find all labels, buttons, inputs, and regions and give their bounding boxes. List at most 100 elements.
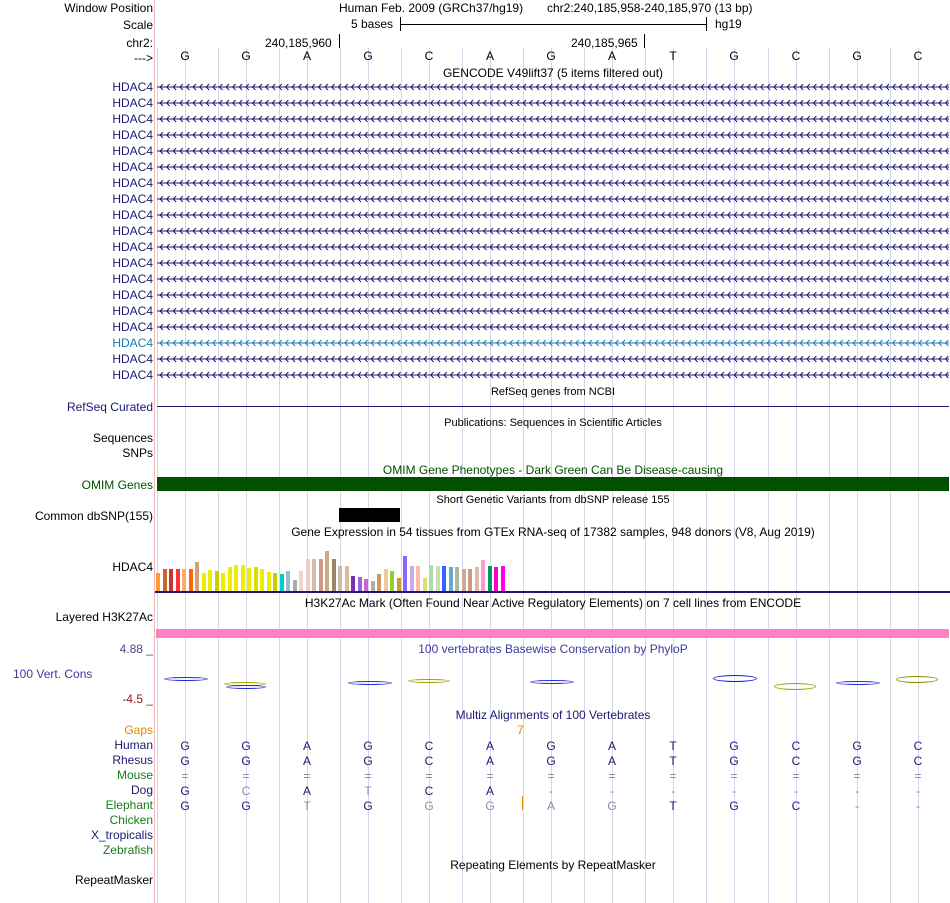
gencode-gene-label[interactable]: HDAC4 xyxy=(112,320,153,334)
gencode-gene-label[interactable]: HDAC4 xyxy=(112,256,153,270)
multiz-track-title[interactable]: Multiz Alignments of 100 Vertebrates xyxy=(455,708,651,722)
gencode-transcript[interactable] xyxy=(157,273,949,285)
gtex-tissue-bar[interactable] xyxy=(325,551,329,591)
gtex-tissue-bar[interactable] xyxy=(390,571,394,591)
h3k27ac-track-label[interactable]: Layered H3K27Ac xyxy=(55,610,153,624)
dbsnp-track-label[interactable]: Common dbSNP(155) xyxy=(34,509,153,523)
gencode-gene-label[interactable]: HDAC4 xyxy=(112,128,153,142)
gtex-tissue-bar[interactable] xyxy=(500,566,505,591)
gtex-tissue-bar[interactable] xyxy=(175,569,180,591)
repeatmasker-track-label[interactable]: RepeatMasker xyxy=(74,873,153,887)
gencode-gene-label[interactable]: HDAC4 xyxy=(112,368,153,382)
gencode-transcript[interactable] xyxy=(157,321,949,333)
gtex-tissue-bar[interactable] xyxy=(442,566,446,591)
gencode-gene-label[interactable]: HDAC4 xyxy=(112,192,153,206)
gencode-track-title[interactable]: GENCODE V49lift37 (5 items filtered out) xyxy=(442,66,664,80)
gtex-tissue-bar[interactable] xyxy=(403,556,407,591)
gencode-transcript[interactable] xyxy=(157,161,949,173)
dbsnp-variant[interactable] xyxy=(339,508,400,522)
multiz-species-label[interactable]: Elephant xyxy=(105,798,153,812)
gtex-tissue-bar[interactable] xyxy=(357,577,362,591)
gencode-gene-label[interactable]: HDAC4 xyxy=(112,336,153,350)
gencode-gene-label[interactable]: HDAC4 xyxy=(112,224,153,238)
gtex-tissue-bar[interactable] xyxy=(435,566,440,591)
gtex-tissue-bar[interactable] xyxy=(299,571,303,591)
gtex-tissue-bar[interactable] xyxy=(370,581,375,591)
gtex-tissue-bar[interactable] xyxy=(188,569,193,591)
gencode-transcript[interactable] xyxy=(157,225,949,237)
gencode-gene-label[interactable]: HDAC4 xyxy=(112,352,153,366)
gencode-transcript[interactable] xyxy=(157,81,949,93)
gencode-gene-label[interactable]: HDAC4 xyxy=(112,144,153,158)
publications-snps-label[interactable]: SNPs xyxy=(122,446,153,460)
gtex-tissue-bar[interactable] xyxy=(195,562,199,591)
multiz-gaps-label[interactable]: Gaps xyxy=(124,723,153,737)
gtex-tissue-bar[interactable] xyxy=(266,572,271,591)
gencode-transcript[interactable] xyxy=(157,241,949,253)
gtex-tissue-bar[interactable] xyxy=(253,567,258,591)
gencode-transcript[interactable] xyxy=(157,97,949,109)
gencode-gene-label[interactable]: HDAC4 xyxy=(112,208,153,222)
refseq-track-label[interactable]: RefSeq Curated xyxy=(66,400,153,414)
gtex-tissue-bar[interactable] xyxy=(344,566,349,591)
multiz-species-label[interactable]: Human xyxy=(114,738,153,752)
gtex-track-title[interactable]: Gene Expression in 54 tissues from GTEx … xyxy=(291,525,815,539)
gtex-tissue-bar[interactable] xyxy=(455,567,459,591)
gtex-tissue-bar[interactable] xyxy=(474,567,479,591)
gtex-tissue-bar[interactable] xyxy=(318,559,323,591)
h3k27ac-track-title[interactable]: H3K27Ac Mark (Often Found Near Active Re… xyxy=(304,596,802,610)
gencode-transcript[interactable] xyxy=(157,209,949,221)
gtex-tissue-bar[interactable] xyxy=(201,573,206,591)
gencode-transcript[interactable] xyxy=(157,177,949,189)
gtex-tissue-bar[interactable] xyxy=(481,560,485,591)
gtex-tissue-bar[interactable] xyxy=(156,573,160,591)
gtex-tissue-bar[interactable] xyxy=(351,576,355,591)
publications-sequences-label[interactable]: Sequences xyxy=(92,431,153,445)
gtex-tissue-bar[interactable] xyxy=(305,559,310,591)
gtex-tissue-bar[interactable] xyxy=(429,565,433,591)
gtex-bar-chart[interactable] xyxy=(155,540,950,592)
refseq-gene-line[interactable] xyxy=(157,406,949,407)
gencode-gene-label[interactable]: HDAC4 xyxy=(112,80,153,94)
gencode-transcript[interactable] xyxy=(157,145,949,157)
phylop-track-title[interactable]: 100 vertebrates Basewise Conservation by… xyxy=(418,642,688,656)
gencode-gene-label[interactable]: HDAC4 xyxy=(112,96,153,110)
gtex-tissue-bar[interactable] xyxy=(208,570,212,591)
dbsnp-track-title[interactable]: Short Genetic Variants from dbSNP releas… xyxy=(436,494,670,506)
omim-track-title[interactable]: OMIM Gene Phenotypes - Dark Green Can Be… xyxy=(382,463,724,477)
gencode-transcript[interactable] xyxy=(157,257,949,269)
gtex-tissue-bar[interactable] xyxy=(377,574,381,591)
gtex-tissue-bar[interactable] xyxy=(494,567,498,591)
h3k27ac-signal[interactable] xyxy=(156,629,949,638)
omim-gene-bar[interactable] xyxy=(157,477,949,491)
gtex-tissue-bar[interactable] xyxy=(468,569,472,591)
gtex-tissue-bar[interactable] xyxy=(292,580,297,591)
gtex-tissue-bar[interactable] xyxy=(338,566,342,591)
multiz-species-label[interactable]: X_tropicalis xyxy=(90,828,153,842)
multiz-species-label[interactable]: Rhesus xyxy=(112,753,153,767)
publications-track-title[interactable]: Publications: Sequences in Scientific Ar… xyxy=(444,417,662,429)
refseq-track-title[interactable]: RefSeq genes from NCBI xyxy=(490,386,616,398)
gtex-tissue-bar[interactable] xyxy=(422,578,427,591)
gencode-transcript[interactable] xyxy=(157,337,949,349)
omim-track-label[interactable]: OMIM Genes xyxy=(81,478,153,492)
gtex-tissue-bar[interactable] xyxy=(247,568,251,591)
gencode-gene-label[interactable]: HDAC4 xyxy=(112,304,153,318)
multiz-species-label[interactable]: Chicken xyxy=(109,813,153,827)
gtex-tissue-bar[interactable] xyxy=(409,566,414,591)
gtex-tissue-bar[interactable] xyxy=(331,559,336,591)
gtex-tissue-bar[interactable] xyxy=(162,569,167,591)
gtex-tissue-bar[interactable] xyxy=(487,566,492,591)
gencode-transcript[interactable] xyxy=(157,353,949,365)
gencode-gene-label[interactable]: HDAC4 xyxy=(112,160,153,174)
gtex-tissue-bar[interactable] xyxy=(214,571,219,591)
gtex-tissue-bar[interactable] xyxy=(227,567,232,591)
gtex-tissue-bar[interactable] xyxy=(273,573,277,591)
gtex-tissue-bar[interactable] xyxy=(169,569,173,591)
multiz-species-label[interactable]: Dog xyxy=(130,783,153,797)
gtex-tissue-bar[interactable] xyxy=(312,559,316,591)
gencode-gene-label[interactable]: HDAC4 xyxy=(112,176,153,190)
gtex-tissue-bar[interactable] xyxy=(240,565,245,591)
gencode-transcript[interactable] xyxy=(157,289,949,301)
gtex-tissue-bar[interactable] xyxy=(221,573,225,591)
